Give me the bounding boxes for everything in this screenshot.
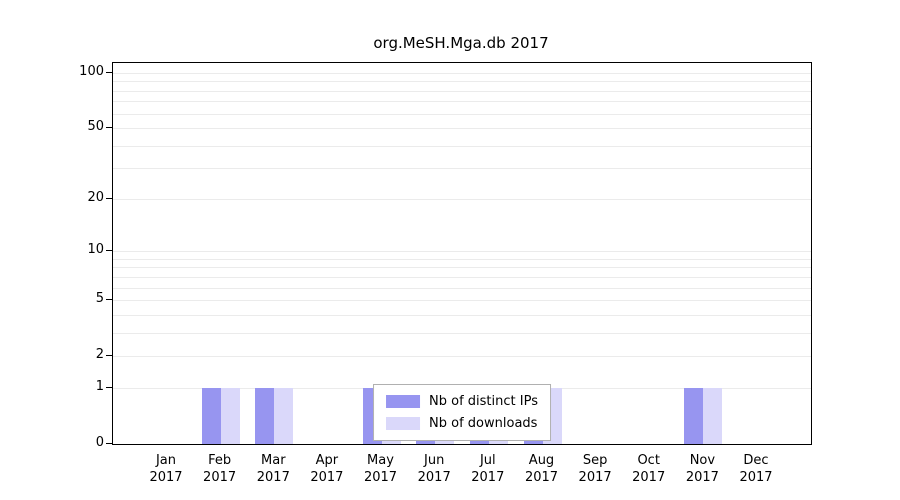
x-tick-label-aug: Aug 2017 [512,452,572,486]
gridline [113,314,811,316]
gridline [113,73,811,74]
y-tick-label: 1 [95,379,104,395]
gridline [113,258,811,260]
x-tick-year: 2017 [417,470,451,485]
x-tick-year: 2017 [310,470,344,485]
y-tick-label: 20 [87,190,104,206]
x-tick-label-jan: Jan 2017 [136,452,196,486]
x-tick-label-jun: Jun 2017 [404,452,464,486]
x-tick-label-mar: Mar 2017 [243,452,303,486]
gridline [113,101,811,103]
x-tick-label-feb: Feb 2017 [190,452,250,486]
legend-item-downloads: Nb of downloads [386,416,538,431]
gridline [113,276,811,278]
gridline [113,251,811,253]
x-tick-year: 2017 [471,470,505,485]
gridline [113,81,811,83]
bar-mar-distinct-ips [255,388,275,444]
y-tick-mark [106,387,112,389]
y-tick-mark [106,72,112,73]
legend-swatch-distinct-ips [386,395,421,408]
legend-label-distinct-ips: Nb of distinct IPs [429,394,538,409]
x-tick-month: Mar [261,453,286,468]
x-tick-label-apr: Apr 2017 [297,452,357,486]
gridline [113,127,811,129]
x-tick-month: Aug [528,453,555,468]
x-tick-label-dec: Dec 2017 [726,452,786,486]
bar-feb-downloads [220,388,240,444]
y-tick-label: 2 [95,346,104,362]
gridline [113,113,811,115]
bar-mar-downloads [274,388,294,444]
y-tick-mark [106,250,112,252]
gridline [113,332,811,334]
x-tick-month: May [367,453,394,468]
x-tick-month: Jul [479,453,496,468]
gridline [113,355,811,357]
y-tick-label: 50 [87,118,104,134]
y-tick-mark [106,443,112,444]
x-tick-label-oct: Oct 2017 [619,452,679,486]
gridline [113,167,811,169]
x-tick-year: 2017 [203,470,237,485]
plot-area: Nb of distinct IPs Nb of downloads [112,62,812,445]
x-tick-year: 2017 [685,470,719,485]
x-tick-year: 2017 [632,470,666,485]
y-tick-mark [106,126,112,128]
x-tick-month: Jun [424,453,445,468]
gridline [113,300,811,301]
legend: Nb of distinct IPs Nb of downloads [373,384,551,441]
x-tick-label-jul: Jul 2017 [458,452,518,486]
x-tick-year: 2017 [149,470,183,485]
x-tick-month: Oct [637,453,660,468]
bar-nov-downloads [703,388,723,444]
gridline [113,145,811,147]
x-tick-label-sep: Sep 2017 [565,452,625,486]
gridline [113,287,811,289]
x-tick-month: Jan [155,453,177,468]
x-tick-label-may: May 2017 [351,452,411,486]
x-tick-label-nov: Nov 2017 [672,452,732,486]
x-tick-month: Feb [208,453,232,468]
legend-label-downloads: Nb of downloads [429,416,538,431]
x-tick-year: 2017 [578,470,612,485]
y-tick-mark [106,299,112,300]
gridline [113,267,811,269]
y-tick-label: 5 [95,291,104,306]
x-tick-month: Sep [582,453,608,468]
chart-title: org.MeSH.Mga.db 2017 [373,34,549,52]
x-tick-month: Dec [743,453,769,468]
legend-item-distinct-ips: Nb of distinct IPs [386,394,538,409]
x-tick-month: Apr [315,453,339,468]
gridline [113,90,811,92]
x-tick-year: 2017 [256,470,290,485]
x-tick-year: 2017 [363,470,398,485]
y-tick-label: 100 [79,64,104,79]
bar-nov-distinct-ips [684,388,704,444]
y-tick-label: 10 [87,242,104,258]
legend-swatch-downloads [386,417,421,430]
y-tick-label: 0 [95,435,104,450]
y-tick-mark [106,354,112,356]
gridline [113,199,811,201]
x-tick-year: 2017 [524,470,559,485]
y-tick-mark [106,198,112,200]
x-tick-month: Nov [689,453,716,468]
bar-feb-distinct-ips [201,388,221,444]
x-tick-year: 2017 [739,470,773,485]
